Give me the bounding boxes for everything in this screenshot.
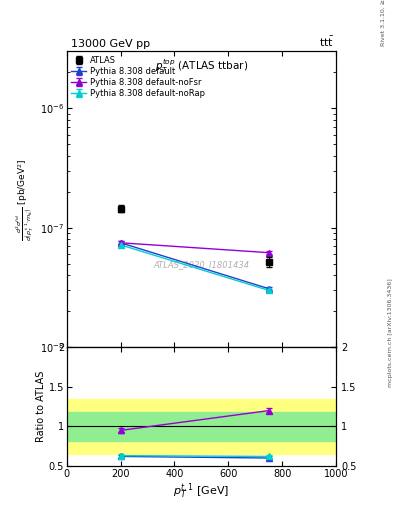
Text: 13000 GeV pp: 13000 GeV pp (71, 38, 150, 49)
Legend: ATLAS, Pythia 8.308 default, Pythia 8.308 default-noFsr, Pythia 8.308 default-no: ATLAS, Pythia 8.308 default, Pythia 8.30… (70, 54, 206, 100)
X-axis label: $p_T^{t,1}$ [GeV]: $p_T^{t,1}$ [GeV] (173, 481, 230, 502)
Text: ATLAS_2020_I1801434: ATLAS_2020_I1801434 (153, 260, 250, 269)
Bar (67, 399, 336, 454)
Text: Rivet 3.1.10, ≥ 2.8M events: Rivet 3.1.10, ≥ 2.8M events (381, 0, 386, 46)
Y-axis label: $\frac{d^2\sigma^{fid}}{d\left(p_T^{t,1}{\cdot}m_{t\bar{t}}\right)}\ [\mathrm{pb: $\frac{d^2\sigma^{fid}}{d\left(p_T^{t,1}… (15, 158, 36, 241)
Text: $p_T^{top}$ (ATLAS ttbar): $p_T^{top}$ (ATLAS ttbar) (155, 57, 248, 75)
Text: mcplots.cern.ch [arXiv:1306.3436]: mcplots.cern.ch [arXiv:1306.3436] (388, 279, 393, 387)
Y-axis label: Ratio to ATLAS: Ratio to ATLAS (36, 371, 46, 442)
Text: tt$\bar{\rm{t}}$: tt$\bar{\rm{t}}$ (319, 34, 334, 49)
Bar (67, 412, 336, 441)
